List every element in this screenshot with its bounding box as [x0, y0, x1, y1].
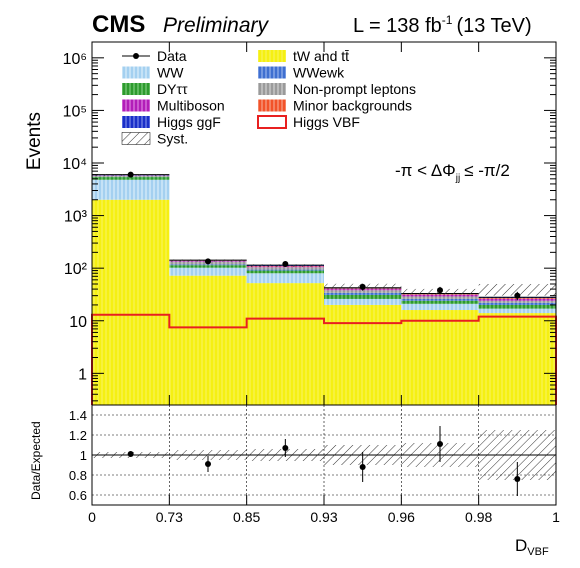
legend-swatch-tw_tt	[258, 50, 286, 62]
legend-marker-data	[133, 53, 139, 59]
ratio-point-bin-1	[205, 461, 211, 467]
ratio-plot-area: 0.6 0.8 1 1.2 1.4 0 0.73 0.85 0.93 0.96 0.98 1	[69, 405, 560, 525]
y-axis-title: Events	[24, 112, 45, 170]
ratio-point-bin-2	[282, 445, 288, 451]
bar-wwewk-bin-4	[401, 299, 478, 301]
ratio-y-tick-label-2: 1	[80, 448, 87, 463]
lumi-label: L = 138 fb-1(13 TeV)	[353, 13, 532, 37]
bar-wwewk-bin-2	[247, 270, 324, 271]
data-point-bin-4	[437, 287, 443, 293]
data-point-bin-5	[514, 293, 520, 299]
region-label-main: -π < ΔΦ	[395, 161, 456, 180]
data-point-bin-3	[360, 284, 366, 290]
legend-swatch-ww	[122, 67, 150, 79]
y-tick-label-4: 10⁴	[62, 156, 87, 173]
bar-ww-bin-2	[247, 273, 324, 283]
status-label: Preliminary	[163, 14, 270, 37]
bar-multiboson-bin-4	[401, 295, 478, 297]
x-tick-label-1: 0.73	[156, 509, 183, 525]
legend-swatch-higgs_ggf	[122, 116, 150, 128]
legend-label-3: WWewk	[293, 65, 345, 81]
energy-text: (13 TeV)	[456, 15, 531, 37]
bar-ww-bin-1	[169, 268, 246, 276]
data-point-bin-2	[282, 261, 288, 267]
x-tick-label-2: 0.85	[233, 509, 260, 525]
bar-nonprompt-bin-5	[479, 301, 556, 303]
legend-label-2: WW	[157, 65, 184, 81]
y-tick-label-3: 10³	[64, 209, 88, 226]
legend-swatch-minor	[258, 100, 286, 112]
x-tick-label-6: 1	[552, 509, 560, 525]
x-tick-label-5: 0.98	[465, 509, 492, 525]
bar-tw_tt-bin-4	[401, 310, 478, 405]
x-axis-title: DVBF	[515, 536, 549, 558]
bar-tw_tt-bin-0	[92, 200, 169, 405]
bar-ww-bin-0	[92, 180, 169, 200]
bar-dytt-bin-1	[169, 265, 246, 268]
legend-label-10: Syst.	[157, 131, 188, 147]
y-tick-label-2: 10²	[64, 261, 88, 278]
lumi-text: L = 138 fb	[353, 15, 442, 37]
legend-swatch-dytt	[122, 83, 150, 95]
legend-swatch-syst	[122, 133, 150, 145]
region-label-sub: jj	[455, 173, 460, 184]
bar-dytt-bin-2	[247, 271, 324, 274]
bar-tw_tt-bin-5	[479, 313, 556, 405]
bar-tw_tt-bin-2	[247, 283, 324, 405]
ratio-point-bin-3	[360, 464, 366, 470]
legend-label-5: Non-prompt leptons	[293, 81, 416, 97]
bar-tw_tt-bin-1	[169, 276, 246, 405]
ratio-y-tick-label-1: 0.8	[69, 468, 87, 483]
ratio-y-tick-label-4: 1.4	[69, 408, 87, 423]
region-label: -π < ΔΦjj ≤ -π/2	[395, 161, 510, 184]
bar-nonprompt-bin-2	[247, 267, 324, 269]
x-axis-title-sub: VBF	[527, 546, 549, 558]
legend-swatch-nonprompt	[258, 83, 286, 95]
bar-ww-bin-5	[479, 309, 556, 313]
ratio-point-bin-0	[128, 451, 134, 457]
bar-dytt-bin-4	[401, 301, 478, 304]
legend: Data tW and tt̄ WW WWewk DYττ Non-prompt lept…	[122, 48, 416, 147]
data-point-bin-1	[205, 258, 211, 264]
legend-label-6: Multiboson	[157, 98, 225, 114]
bar-ww-bin-3	[324, 299, 401, 305]
bar-wwewk-bin-5	[479, 303, 556, 305]
bar-dytt-bin-3	[324, 295, 401, 299]
y-tick-label-0: 1	[78, 366, 87, 383]
bar-nonprompt-bin-4	[401, 296, 478, 298]
legend-label-7: Minor backgrounds	[293, 98, 412, 114]
experiment-label: CMS	[92, 11, 145, 38]
legend-swatch-higgs-vbf	[258, 116, 286, 128]
bar-wwewk-bin-1	[169, 264, 246, 265]
x-tick-label-4: 0.96	[388, 509, 415, 525]
bar-tw_tt-bin-3	[324, 305, 401, 405]
legend-swatch-multiboson	[122, 100, 150, 112]
ratio-point-bin-5	[514, 476, 520, 482]
data-point-bin-0	[128, 172, 134, 178]
ratio-y-axis-title: Data/Expected	[29, 421, 43, 500]
ratio-y-tick-label-0: 0.6	[69, 488, 87, 503]
legend-label-8: Higgs ggF	[157, 114, 221, 130]
legend-label-1: tW and tt̄	[293, 48, 349, 64]
bar-dytt-bin-5	[479, 305, 556, 309]
bar-ww-bin-4	[401, 304, 478, 310]
legend-label-4: DYττ	[157, 81, 188, 97]
bar-wwewk-bin-3	[324, 293, 401, 295]
legend-swatch-wwewk	[258, 67, 286, 79]
lumi-sup: -1	[442, 13, 453, 27]
ratio-y-tick-label-3: 1.2	[69, 428, 87, 443]
x-tick-label-0: 0	[88, 509, 96, 525]
y-tick-label-6: 10⁶	[63, 51, 87, 68]
y-tick-label-1: 10	[69, 314, 87, 331]
x-tick-label-3: 0.93	[310, 509, 337, 525]
ratio-point-bin-4	[437, 441, 443, 447]
legend-label-0: Data	[157, 48, 187, 64]
x-axis-title-main: D	[515, 536, 527, 555]
legend-label-9: Higgs VBF	[293, 114, 360, 130]
region-label-tail: ≤ -π/2	[464, 161, 510, 180]
y-tick-label-5: 10⁵	[63, 103, 87, 120]
